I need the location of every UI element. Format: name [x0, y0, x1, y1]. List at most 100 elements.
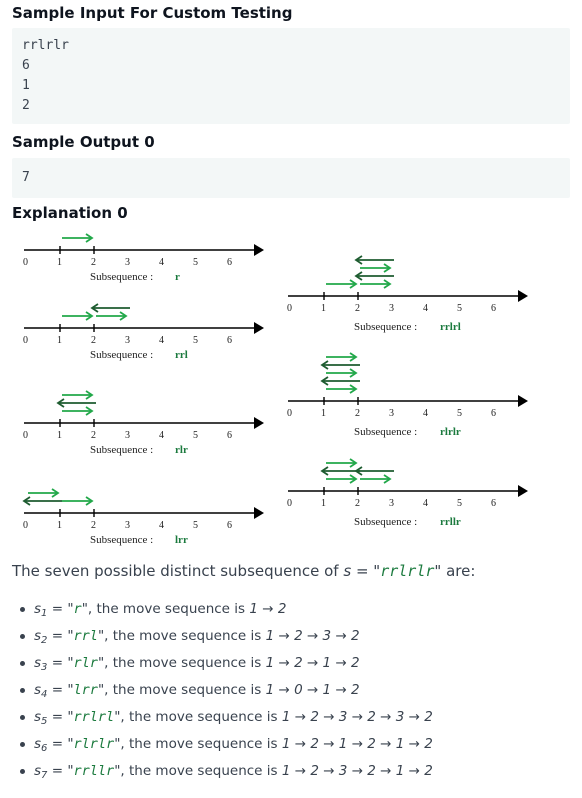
tick-label: 3: [125, 257, 130, 268]
tick-label: 6: [227, 335, 232, 346]
tick-label: 6: [491, 303, 496, 314]
left-move-arrow: [320, 376, 360, 386]
item-var: s: [34, 736, 42, 752]
left-move-arrow: [354, 255, 394, 265]
item-index: 4: [41, 689, 48, 700]
item-sequence: 1 → 0 → 1 → 2: [265, 682, 360, 698]
item-mid: ", the move sequence is: [114, 736, 282, 752]
item-index: 6: [41, 743, 48, 754]
tick-label: 0: [287, 498, 292, 509]
tick-label: 1: [57, 257, 62, 268]
item-sequence: 1 → 2 → 3 → 2: [265, 628, 360, 644]
output-line: 7: [22, 170, 30, 185]
sample-output-heading: Sample Output 0: [12, 133, 155, 151]
tick-label: 0: [287, 303, 292, 314]
tick-label: 4: [159, 257, 164, 268]
move-diagram: 0 1 2 3 4 5 6 Subsequence : r 0 1 2 3 4 5 6 Subsequence …: [22, 233, 528, 546]
right-move-arrow: [28, 488, 60, 498]
tick-label: 2: [91, 430, 96, 441]
item-value: rrllr: [73, 763, 115, 779]
left-move-arrow: [320, 360, 360, 370]
tick-label: 4: [423, 408, 428, 419]
subsequence-label: Subsequence :: [90, 444, 153, 456]
item-sequence: 1 → 2: [249, 601, 287, 617]
intro-text: The seven possible distinct subsequence …: [12, 562, 475, 580]
tick-label: 1: [57, 335, 62, 346]
left-move-arrow: [354, 466, 394, 476]
item-var: s: [34, 628, 42, 644]
item-var: s: [34, 682, 42, 698]
item-value: r: [73, 601, 82, 617]
tick-label: 1: [321, 498, 326, 509]
tick-label: 5: [193, 335, 198, 346]
right-move-arrow: [62, 233, 94, 243]
tick-label: 0: [23, 335, 28, 346]
intro-string: rrlrlr: [380, 562, 435, 580]
sample-output-block: 7: [12, 158, 570, 198]
item-index: 5: [41, 716, 48, 727]
item-sequence: 1 → 2 → 1 → 2 → 1 → 2: [281, 736, 433, 752]
item-mid: ", the move sequence is: [97, 655, 266, 671]
right-move-arrow: [326, 352, 358, 362]
sample-input-block: rrlrlr 6 1 2: [12, 28, 570, 124]
right-move-arrow: [326, 458, 358, 468]
tick-label: 0: [23, 520, 28, 531]
item-mid: ", the move sequence is: [97, 628, 266, 644]
left-move-arrow: [90, 303, 130, 313]
item-index: 7: [41, 770, 48, 781]
tick-label: 2: [91, 520, 96, 531]
axis-arrowhead: [254, 507, 264, 519]
intro-suffix: are:: [441, 562, 476, 580]
tick-label: 0: [287, 408, 292, 419]
subsequence-value: rlr: [175, 444, 188, 456]
tick-label: 2: [355, 408, 360, 419]
item-sequence: 1 → 2 → 3 → 2 → 1 → 2: [281, 763, 433, 779]
item-mid: ", the move sequence is: [114, 709, 282, 725]
explanation-heading: Explanation 0: [12, 204, 128, 222]
subsequence-label: Subsequence :: [90, 349, 153, 361]
subsequence-label: Subsequence :: [90, 534, 153, 546]
subsequence-value: rrlrl: [440, 321, 461, 333]
item-value: rrlrl: [73, 709, 115, 725]
right-move-arrow: [360, 263, 392, 273]
right-move-arrow: [326, 384, 358, 394]
right-move-arrow: [360, 279, 392, 289]
intro-var: s: [343, 562, 352, 580]
list-item: s2 = "rrl", the move sequence is 1 → 2 →…: [12, 623, 433, 650]
intro-prefix: The seven possible distinct subsequence …: [12, 562, 344, 580]
item-sequence: 1 → 2 → 1 → 2: [265, 655, 360, 671]
subsequence-label: Subsequence :: [354, 321, 417, 333]
subsequence-list: s1 = "r", the move sequence is 1 → 2 s2 …: [12, 596, 433, 785]
right-move-arrow: [62, 496, 94, 506]
item-mid: ", the move sequence is: [97, 682, 266, 698]
tick-label: 3: [125, 430, 130, 441]
intro-open-quote: ": [373, 562, 381, 580]
axis-arrowhead: [518, 395, 528, 407]
tick-label: 5: [457, 498, 462, 509]
subsequence-label: Subsequence :: [354, 516, 417, 528]
intro-eq: =: [351, 562, 374, 580]
tick-label: 0: [23, 430, 28, 441]
item-var: s: [34, 655, 42, 671]
input-line: 2: [22, 98, 30, 113]
tick-label: 5: [457, 303, 462, 314]
tick-label: 3: [389, 303, 394, 314]
input-line: rrlrlr: [22, 38, 69, 53]
item-var: s: [34, 601, 42, 617]
item-var: s: [34, 709, 42, 725]
right-move-arrow: [326, 279, 358, 289]
tick-label: 4: [159, 335, 164, 346]
input-line: 6: [22, 58, 30, 73]
item-mid: ", the move sequence is: [81, 601, 250, 617]
input-line: 1: [22, 78, 30, 93]
item-value: lrr: [73, 682, 98, 698]
right-move-arrow: [62, 311, 94, 321]
list-item: s3 = "rlr", the move sequence is 1 → 2 →…: [12, 650, 433, 677]
tick-label: 3: [125, 335, 130, 346]
tick-label: 6: [227, 257, 232, 268]
tick-label: 5: [193, 520, 198, 531]
axis-arrowhead: [254, 417, 264, 429]
left-move-arrow: [320, 466, 360, 476]
subsequence-value: lrr: [175, 534, 188, 546]
axis-arrowhead: [254, 244, 264, 256]
